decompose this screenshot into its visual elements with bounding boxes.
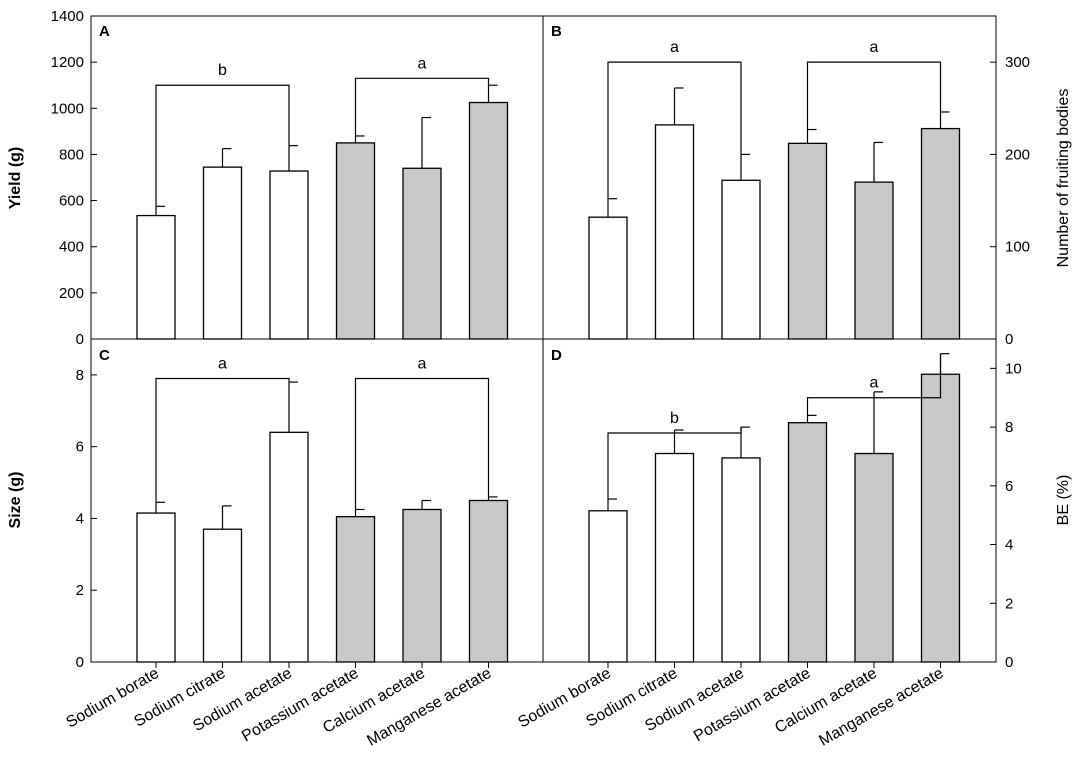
panel-a-bar-1: [136, 214, 176, 340]
panel-d-bar-3: [721, 457, 761, 663]
bars-layer: b a a a a a b a: [136, 39, 961, 663]
panel-d-bar-2: [654, 452, 695, 663]
panel-c-bracket-1: [155, 377, 290, 503]
panel-a-bar-6: [468, 101, 509, 340]
panel-d-ytick-label-2: 4: [1005, 537, 1013, 554]
panel-c-significance-letter-1: a: [218, 355, 227, 372]
panel-a-bar-5: [402, 167, 442, 340]
panel-b-significance-letter-2: a: [870, 39, 879, 56]
panel-letter-a: A: [99, 23, 110, 40]
panel-c-ytick-label-1: 2: [76, 582, 84, 599]
panel-a-bar-4: [335, 142, 376, 340]
panel-d-bar-1: [588, 510, 628, 663]
panel-d-bracket-2: [806, 353, 942, 416]
axis-title-b: Number of fruiting bodies: [1055, 89, 1072, 268]
panel-a-ytick-label-4: 800: [59, 146, 84, 163]
panel-letter-c: C: [99, 347, 110, 364]
panel-a-significance-letter-2: a: [418, 55, 427, 72]
panel-c-ytick-label-3: 6: [76, 439, 84, 456]
panel-c-bar-6: [468, 499, 509, 663]
panel-a-ytick-label-6: 1200: [51, 54, 84, 71]
panel-c-significance-letter-2: a: [418, 355, 427, 372]
panel-c-bar-4: [335, 516, 376, 663]
panel-d-ytick-label-4: 8: [1005, 419, 1013, 436]
panel-a-ytick-label-3: 600: [59, 193, 84, 210]
panel-c-ytick-label-4: 8: [76, 367, 84, 384]
panel-a-ytick-label-1: 200: [59, 285, 84, 302]
panel-letter-b: B: [551, 23, 562, 40]
panel-a-ytick-label-2: 400: [59, 239, 84, 256]
panel-c-bar-5: [402, 508, 442, 663]
ticks-layer: 0200400600800100012001400010020030002468…: [51, 8, 1030, 671]
panel-a-significance-letter-1: b: [218, 62, 227, 79]
panel-b-ytick-label-0: 0: [1005, 331, 1013, 348]
panel-a-bar-2: [202, 166, 243, 340]
panel-d-ytick-label-0: 0: [1005, 654, 1013, 671]
panel-b-bar-1: [588, 216, 628, 340]
panel-c-bracket-2: [354, 377, 490, 510]
axis-title-c: Size (g): [7, 472, 24, 529]
axis-title-a: Yield (g): [7, 147, 24, 210]
panel-letter-d: D: [551, 347, 562, 364]
panel-a-ytick-label-5: 1000: [51, 100, 84, 117]
panel-b-bar-5: [854, 181, 894, 340]
panel-b-significance-letter-1: a: [670, 39, 679, 56]
panel-a-bar-3: [269, 170, 309, 340]
panel-d-category-label-4: Potassium acetate: [691, 665, 814, 746]
panel-c-bar-1: [136, 512, 176, 663]
panel-d-bar-5: [854, 452, 894, 663]
panel-d-ytick-label-5: 10: [1005, 360, 1022, 377]
panel-d-category-label-6: Manganese acetate: [816, 665, 946, 750]
axis-title-d: BE (%): [1055, 475, 1072, 526]
panel-d-bar-6: [920, 373, 961, 663]
panel-a-bracket-2: [354, 77, 490, 136]
panel-a-ytick-label-0: 0: [76, 331, 84, 348]
panel-d-ytick-label-3: 6: [1005, 478, 1013, 495]
panel-b-bracket-2: [806, 61, 942, 130]
panel-a-ytick-label-7: 1400: [51, 8, 84, 25]
panel-c-ytick-label-2: 4: [76, 510, 84, 527]
panel-c-bar-3: [269, 431, 309, 663]
panel-c-category-label-6: Manganese acetate: [364, 665, 494, 750]
panel-d-ytick-label-1: 2: [1005, 595, 1013, 612]
panel-b-bar-3: [721, 179, 761, 340]
panel-b-bracket-1: [607, 61, 742, 199]
panel-b-bar-4: [787, 142, 828, 340]
panel-a-bracket-1: [155, 84, 290, 207]
panel-b-ytick-label-1: 100: [1005, 239, 1030, 256]
panel-b-ytick-label-3: 300: [1005, 54, 1030, 71]
panel-d-bar-4: [787, 422, 828, 663]
panel-c-category-label-4: Potassium acetate: [239, 665, 362, 746]
panel-d-significance-letter-1: b: [670, 410, 679, 427]
panel-b-ytick-label-2: 200: [1005, 146, 1030, 163]
panel-c-ytick-label-0: 0: [76, 654, 84, 671]
panel-b-bar-6: [920, 127, 961, 340]
panel-d-significance-letter-2: a: [870, 375, 879, 392]
panel-b-bar-2: [654, 124, 695, 340]
panel-c-bar-2: [202, 528, 243, 663]
panel-d-bracket-1: [607, 427, 742, 500]
